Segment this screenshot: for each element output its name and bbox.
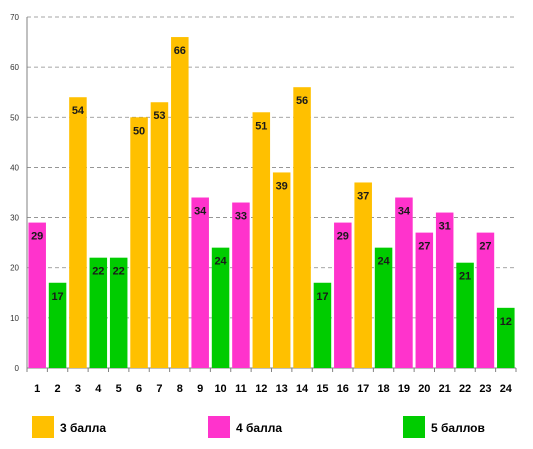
bar-16: [334, 222, 352, 368]
x-tick-label: 22: [459, 383, 471, 395]
y-tick-label: 50: [10, 113, 19, 122]
data-label-20: 27: [418, 241, 430, 253]
x-tick-label: 15: [316, 383, 328, 395]
x-tick-label: 10: [214, 383, 226, 395]
bar-11: [232, 202, 250, 368]
x-tick-label: 4: [95, 383, 102, 395]
x-tick-label: 7: [156, 383, 162, 395]
legend-swatch: [403, 416, 425, 438]
data-label-7: 53: [153, 110, 165, 122]
legend-swatch: [208, 416, 230, 438]
bar-2: [48, 282, 67, 368]
y-tick-label: 60: [10, 63, 19, 72]
x-tick-label: 6: [136, 383, 142, 395]
data-label-8: 66: [174, 45, 186, 57]
data-label-14: 56: [296, 95, 308, 107]
data-label-16: 29: [337, 231, 349, 243]
bar-20: [415, 232, 434, 368]
x-tick-label: 13: [276, 383, 288, 395]
y-tick-label: 10: [10, 314, 19, 323]
bar-22: [456, 262, 474, 368]
bar-18: [374, 247, 393, 368]
x-tick-label: 19: [398, 383, 410, 395]
y-tick-label: 40: [10, 163, 19, 172]
data-label-22: 21: [459, 271, 471, 283]
bar-14: [293, 87, 311, 368]
bar-13: [272, 172, 291, 368]
gridlines: [27, 16, 516, 319]
legend-label: 5 баллов: [431, 421, 485, 435]
axes: [26, 17, 517, 372]
legend-item-1: 3 балла: [32, 416, 106, 438]
data-label-21: 31: [439, 221, 451, 233]
x-tick-label: 23: [479, 383, 491, 395]
data-label-11: 33: [235, 211, 247, 223]
x-tick-label: 11: [235, 383, 247, 395]
data-label-15: 17: [316, 291, 328, 303]
data-label-10: 24: [214, 256, 227, 268]
x-tick-label: 24: [500, 383, 513, 395]
x-tick-label: 18: [377, 383, 389, 395]
data-label-3: 54: [72, 105, 85, 117]
legend-label: 4 балла: [236, 421, 282, 435]
y-tick-label: 20: [10, 264, 19, 273]
data-label-6: 50: [133, 125, 145, 137]
x-tick-label: 16: [337, 383, 349, 395]
bar-17: [354, 182, 372, 368]
x-tick-labels: 1 2 3 4 5 6 7 8 9 10 11 12 13 14 15 16 17 18 19 20 21 22 23 24: [34, 383, 513, 395]
x-tick-label: 2: [55, 383, 61, 395]
bar-12: [252, 112, 271, 369]
data-labels: 29 17 54 22 22 50 53 66 34 24 33 51 39 56 17 29 37 24 34 27…: [31, 45, 512, 328]
legend-label: 3 балла: [60, 421, 106, 435]
x-tick-label: 8: [177, 383, 183, 395]
legend-item-3: 5 баллов: [403, 416, 485, 438]
data-label-13: 39: [276, 180, 288, 192]
data-label-5: 22: [113, 266, 125, 278]
x-tick-label: 14: [296, 383, 309, 395]
bar-7: [150, 102, 169, 368]
x-tick-label: 3: [75, 383, 81, 395]
bar-23: [476, 232, 495, 368]
data-label-18: 24: [377, 256, 390, 268]
data-label-2: 17: [51, 291, 63, 303]
bar-1: [28, 222, 46, 368]
data-label-17: 37: [357, 190, 369, 202]
bar-5: [109, 257, 128, 368]
x-tick-label: 5: [116, 383, 122, 395]
data-label-19: 34: [398, 206, 411, 218]
data-label-24: 12: [500, 316, 512, 328]
x-tick-label: 1: [34, 383, 40, 395]
bars: [28, 37, 515, 369]
bar-3: [69, 97, 87, 368]
y-tick-label: 30: [10, 214, 19, 223]
bar-21: [435, 212, 454, 368]
legend-swatch: [32, 416, 54, 438]
data-label-4: 22: [92, 266, 104, 278]
data-label-9: 34: [194, 206, 207, 218]
y-tick-labels: 0 10 20 30 40 50 60 70: [10, 13, 19, 373]
x-tick-label: 21: [439, 383, 451, 395]
bar-6: [130, 117, 148, 369]
y-tick-label: 0: [15, 364, 20, 373]
bar-19: [395, 197, 413, 368]
data-label-12: 51: [255, 120, 267, 132]
data-label-1: 29: [31, 231, 43, 243]
x-tick-label: 12: [255, 383, 267, 395]
bar-8: [171, 37, 189, 369]
bar-24: [497, 307, 515, 368]
x-tick-label: 17: [357, 383, 369, 395]
data-label-23: 27: [479, 241, 491, 253]
bar-15: [313, 282, 332, 368]
x-tick-label: 20: [418, 383, 430, 395]
y-tick-label: 70: [10, 13, 19, 22]
bar-4: [89, 257, 108, 368]
legend: 3 балла 4 балла 5 баллов: [32, 416, 485, 438]
x-tick-label: 9: [197, 383, 203, 395]
bar-9: [191, 197, 209, 368]
bar-10: [211, 247, 230, 368]
legend-item-2: 4 балла: [208, 416, 282, 438]
